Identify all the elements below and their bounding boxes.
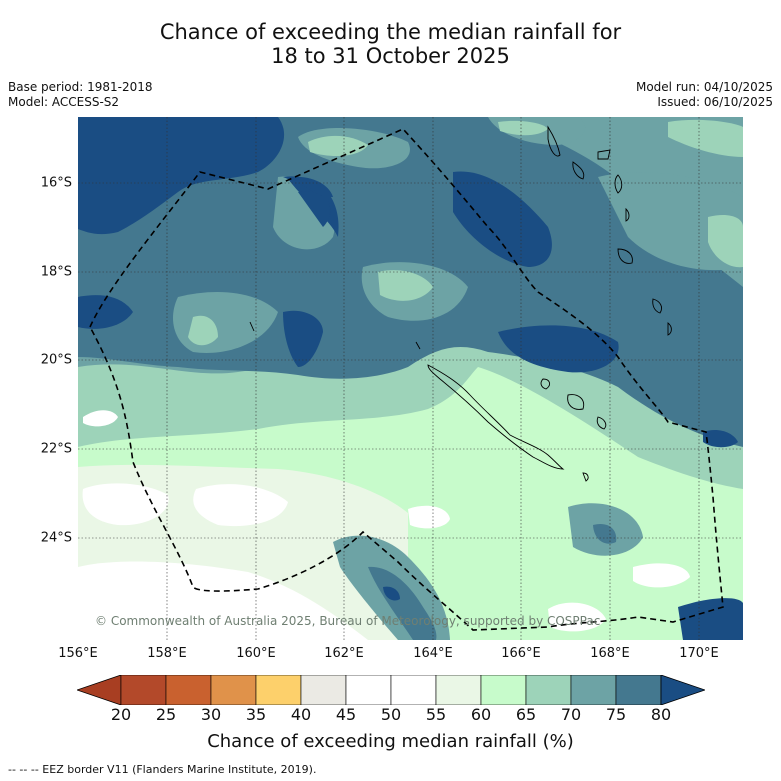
colorbar-segment bbox=[436, 675, 481, 705]
colorbar-segment bbox=[346, 675, 391, 705]
colorbar-under-triangle bbox=[77, 675, 121, 705]
colorbar-label: Chance of exceeding median rainfall (%) bbox=[0, 731, 781, 752]
colorbar-segment bbox=[526, 675, 571, 705]
colorbar-segment bbox=[481, 675, 526, 705]
base-period: Base period: 1981-2018 bbox=[8, 80, 153, 95]
colorbar bbox=[77, 675, 705, 705]
colorbar-segment bbox=[166, 675, 211, 705]
colorbar-tick-label: 45 bbox=[336, 705, 356, 724]
lon-label-156: 156°E bbox=[58, 646, 98, 661]
lat-label-20: 20°S bbox=[8, 353, 72, 368]
copyright-notice: © Commonwealth of Australia 2025, Bureau… bbox=[95, 614, 600, 628]
colorbar-segment bbox=[391, 675, 436, 705]
lon-label-170: 170°E bbox=[679, 646, 719, 661]
model-name: Model: ACCESS-S2 bbox=[8, 95, 153, 110]
colorbar-tick-label: 20 bbox=[111, 705, 131, 724]
colorbar-tick-label: 35 bbox=[246, 705, 266, 724]
colorbar-segment bbox=[616, 675, 661, 705]
colorbar-tick-label: 30 bbox=[201, 705, 221, 724]
colorbar-segment bbox=[256, 675, 301, 705]
colorbar-tick-label: 25 bbox=[156, 705, 176, 724]
colorbar-segment bbox=[301, 675, 346, 705]
colorbar-over-triangle bbox=[661, 675, 705, 705]
colorbar-tick-label: 50 bbox=[381, 705, 401, 724]
rainfall-map bbox=[78, 117, 743, 640]
issued-date: Issued: 06/10/2025 bbox=[636, 95, 773, 110]
lat-label-18: 18°S bbox=[8, 265, 72, 280]
model-run: Model run: 04/10/2025 bbox=[636, 80, 773, 95]
lon-label-162: 162°E bbox=[324, 646, 364, 661]
title-line-2: 18 to 31 October 2025 bbox=[0, 44, 781, 68]
colorbar-segment bbox=[571, 675, 616, 705]
colorbar-tick-label: 80 bbox=[651, 705, 671, 724]
lon-label-166: 166°E bbox=[501, 646, 541, 661]
meta-right: Model run: 04/10/2025 Issued: 06/10/2025 bbox=[636, 80, 773, 110]
lon-label-160: 160°E bbox=[236, 646, 276, 661]
colorbar-tick-label: 70 bbox=[561, 705, 581, 724]
colorbar-tick-label: 40 bbox=[291, 705, 311, 724]
colorbar-tick-label: 75 bbox=[606, 705, 626, 724]
colorbar-tick-label: 60 bbox=[471, 705, 491, 724]
eez-legend-note: -- -- -- EEZ border V11 (Flanders Marine… bbox=[8, 763, 316, 776]
colorbar-segment bbox=[121, 675, 166, 705]
meta-left: Base period: 1981-2018 Model: ACCESS-S2 bbox=[8, 80, 153, 110]
lat-label-16: 16°S bbox=[8, 176, 72, 191]
title-line-1: Chance of exceeding the median rainfall … bbox=[0, 20, 781, 44]
colorbar-tick-label: 55 bbox=[426, 705, 446, 724]
lon-label-164: 164°E bbox=[413, 646, 453, 661]
lat-label-22: 22°S bbox=[8, 442, 72, 457]
zone-80-east-corner bbox=[678, 598, 743, 640]
lon-label-158: 158°E bbox=[147, 646, 187, 661]
colorbar-tick-label: 65 bbox=[516, 705, 536, 724]
lon-label-168: 168°E bbox=[590, 646, 630, 661]
lat-label-24: 24°S bbox=[8, 531, 72, 546]
colorbar-segment bbox=[211, 675, 256, 705]
